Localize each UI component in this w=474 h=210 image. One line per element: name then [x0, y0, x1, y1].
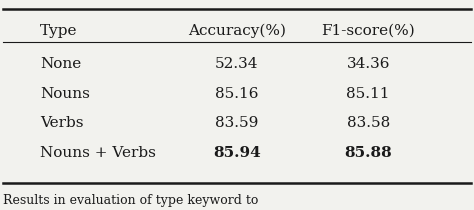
- Text: 85.16: 85.16: [215, 87, 259, 101]
- Text: Nouns: Nouns: [40, 87, 90, 101]
- Text: 34.36: 34.36: [346, 57, 390, 71]
- Text: Type: Type: [40, 24, 78, 38]
- Text: 83.58: 83.58: [346, 116, 390, 130]
- Text: 85.94: 85.94: [213, 146, 261, 160]
- Text: Results in evaluation of type keyword to: Results in evaluation of type keyword to: [3, 194, 258, 207]
- Text: Verbs: Verbs: [40, 116, 84, 130]
- Text: 83.59: 83.59: [215, 116, 259, 130]
- Text: F1-score(%): F1-score(%): [321, 24, 415, 38]
- Text: 52.34: 52.34: [215, 57, 259, 71]
- Text: Nouns + Verbs: Nouns + Verbs: [40, 146, 156, 160]
- Text: 85.88: 85.88: [344, 146, 392, 160]
- Text: None: None: [40, 57, 82, 71]
- Text: Accuracy(%): Accuracy(%): [188, 23, 286, 38]
- Text: 85.11: 85.11: [346, 87, 390, 101]
